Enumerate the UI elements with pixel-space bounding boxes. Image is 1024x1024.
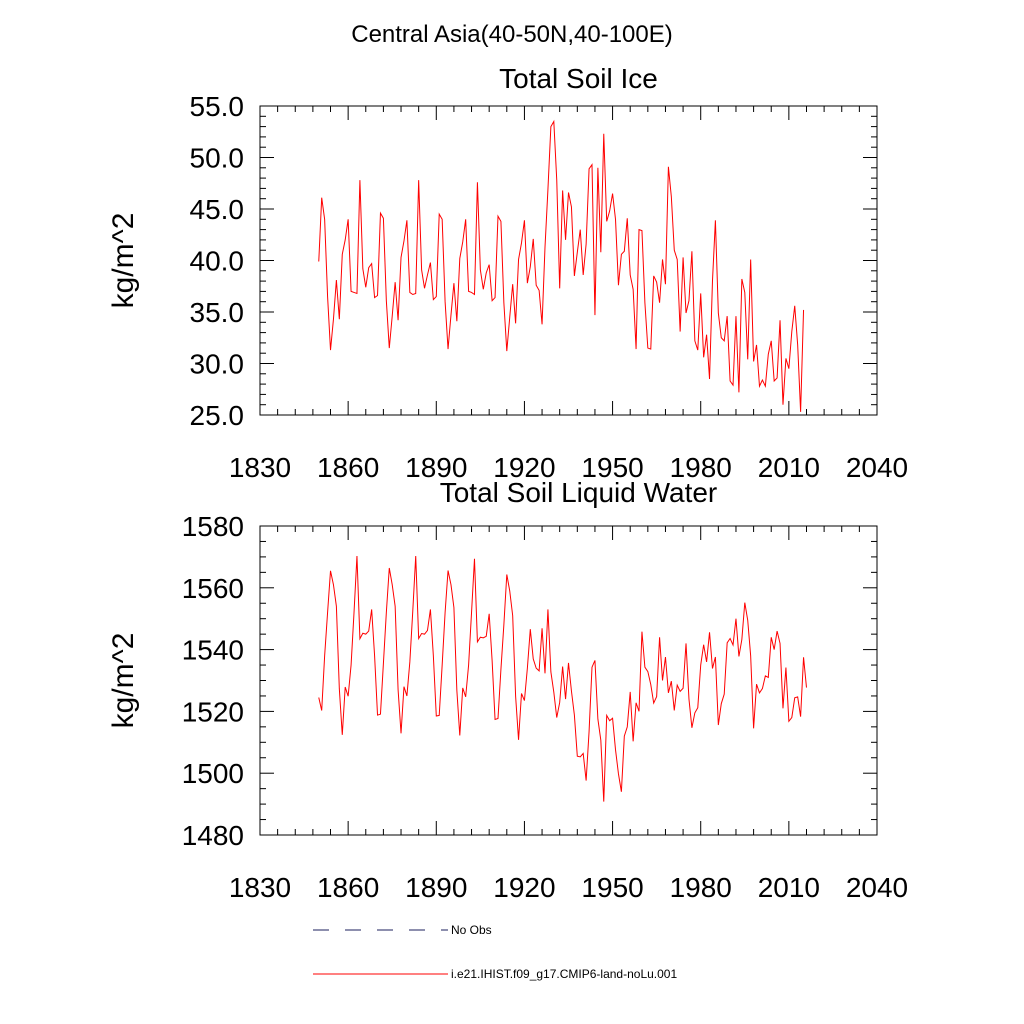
y-tick-label: 30.0 bbox=[190, 349, 245, 380]
x-tick-label: 1890 bbox=[405, 872, 467, 903]
y-tick-label: 1480 bbox=[182, 820, 244, 851]
panel-title: Total Soil Liquid Water bbox=[440, 477, 718, 508]
x-tick-label: 1950 bbox=[581, 452, 643, 483]
y-tick-label: 45.0 bbox=[190, 194, 245, 225]
x-tick-label: 2010 bbox=[758, 452, 820, 483]
x-tick-label: 1830 bbox=[229, 872, 291, 903]
y-tick-label: 1520 bbox=[182, 696, 244, 727]
x-tick-label: 1920 bbox=[493, 452, 555, 483]
panel-soil-ice: Total Soil Ice 1830 1860 1890 1920 1950 1980 20… bbox=[107, 63, 908, 483]
x-tick-label: 2040 bbox=[846, 452, 908, 483]
y-tick-label: 1500 bbox=[182, 758, 244, 789]
y-tick-label: 1540 bbox=[182, 635, 244, 666]
y-tick-label: 35.0 bbox=[190, 297, 245, 328]
panel-soil-liquid-water: Total Soil Liquid Water 1830 1860 1890 1920 1… bbox=[107, 477, 908, 903]
x-tick-label: 2010 bbox=[758, 872, 820, 903]
plot-frame bbox=[259, 105, 878, 416]
legend-label-no-obs: No Obs bbox=[451, 923, 492, 937]
y-tick-label: 1560 bbox=[182, 573, 244, 604]
series-line bbox=[318, 555, 807, 802]
x-tick-label: 1860 bbox=[317, 872, 379, 903]
x-tick-label: 1980 bbox=[670, 452, 732, 483]
x-tick-label: 1830 bbox=[229, 452, 291, 483]
x-tick-label: 1920 bbox=[493, 872, 555, 903]
series-line bbox=[318, 119, 805, 412]
x-tick-label: 1860 bbox=[317, 452, 379, 483]
y-tick-label: 40.0 bbox=[190, 246, 245, 277]
figure-title: Central Asia(40-50N,40-100E) bbox=[351, 21, 673, 48]
legend-label-model: i.e21.IHIST.f09_g17.CMIP6-land-noLu.001 bbox=[451, 967, 677, 981]
x-tick-label: 1980 bbox=[670, 872, 732, 903]
y-axis-label: kg/m^2 bbox=[107, 633, 140, 729]
plot-frame bbox=[259, 525, 878, 836]
y-tick-label: 1580 bbox=[182, 511, 244, 542]
y-tick-label: 25.0 bbox=[190, 400, 245, 431]
x-tick-label: 2040 bbox=[846, 872, 908, 903]
x-tick-label: 1890 bbox=[405, 452, 467, 483]
panel-title: Total Soil Ice bbox=[499, 63, 658, 94]
y-tick-label: 55.0 bbox=[190, 91, 245, 122]
legend: No Obs i.e21.IHIST.f09_g17.CMIP6-land-no… bbox=[313, 923, 677, 981]
y-tick-label: 50.0 bbox=[190, 143, 245, 174]
y-axis-label: kg/m^2 bbox=[107, 213, 140, 309]
x-tick-label: 1950 bbox=[581, 872, 643, 903]
